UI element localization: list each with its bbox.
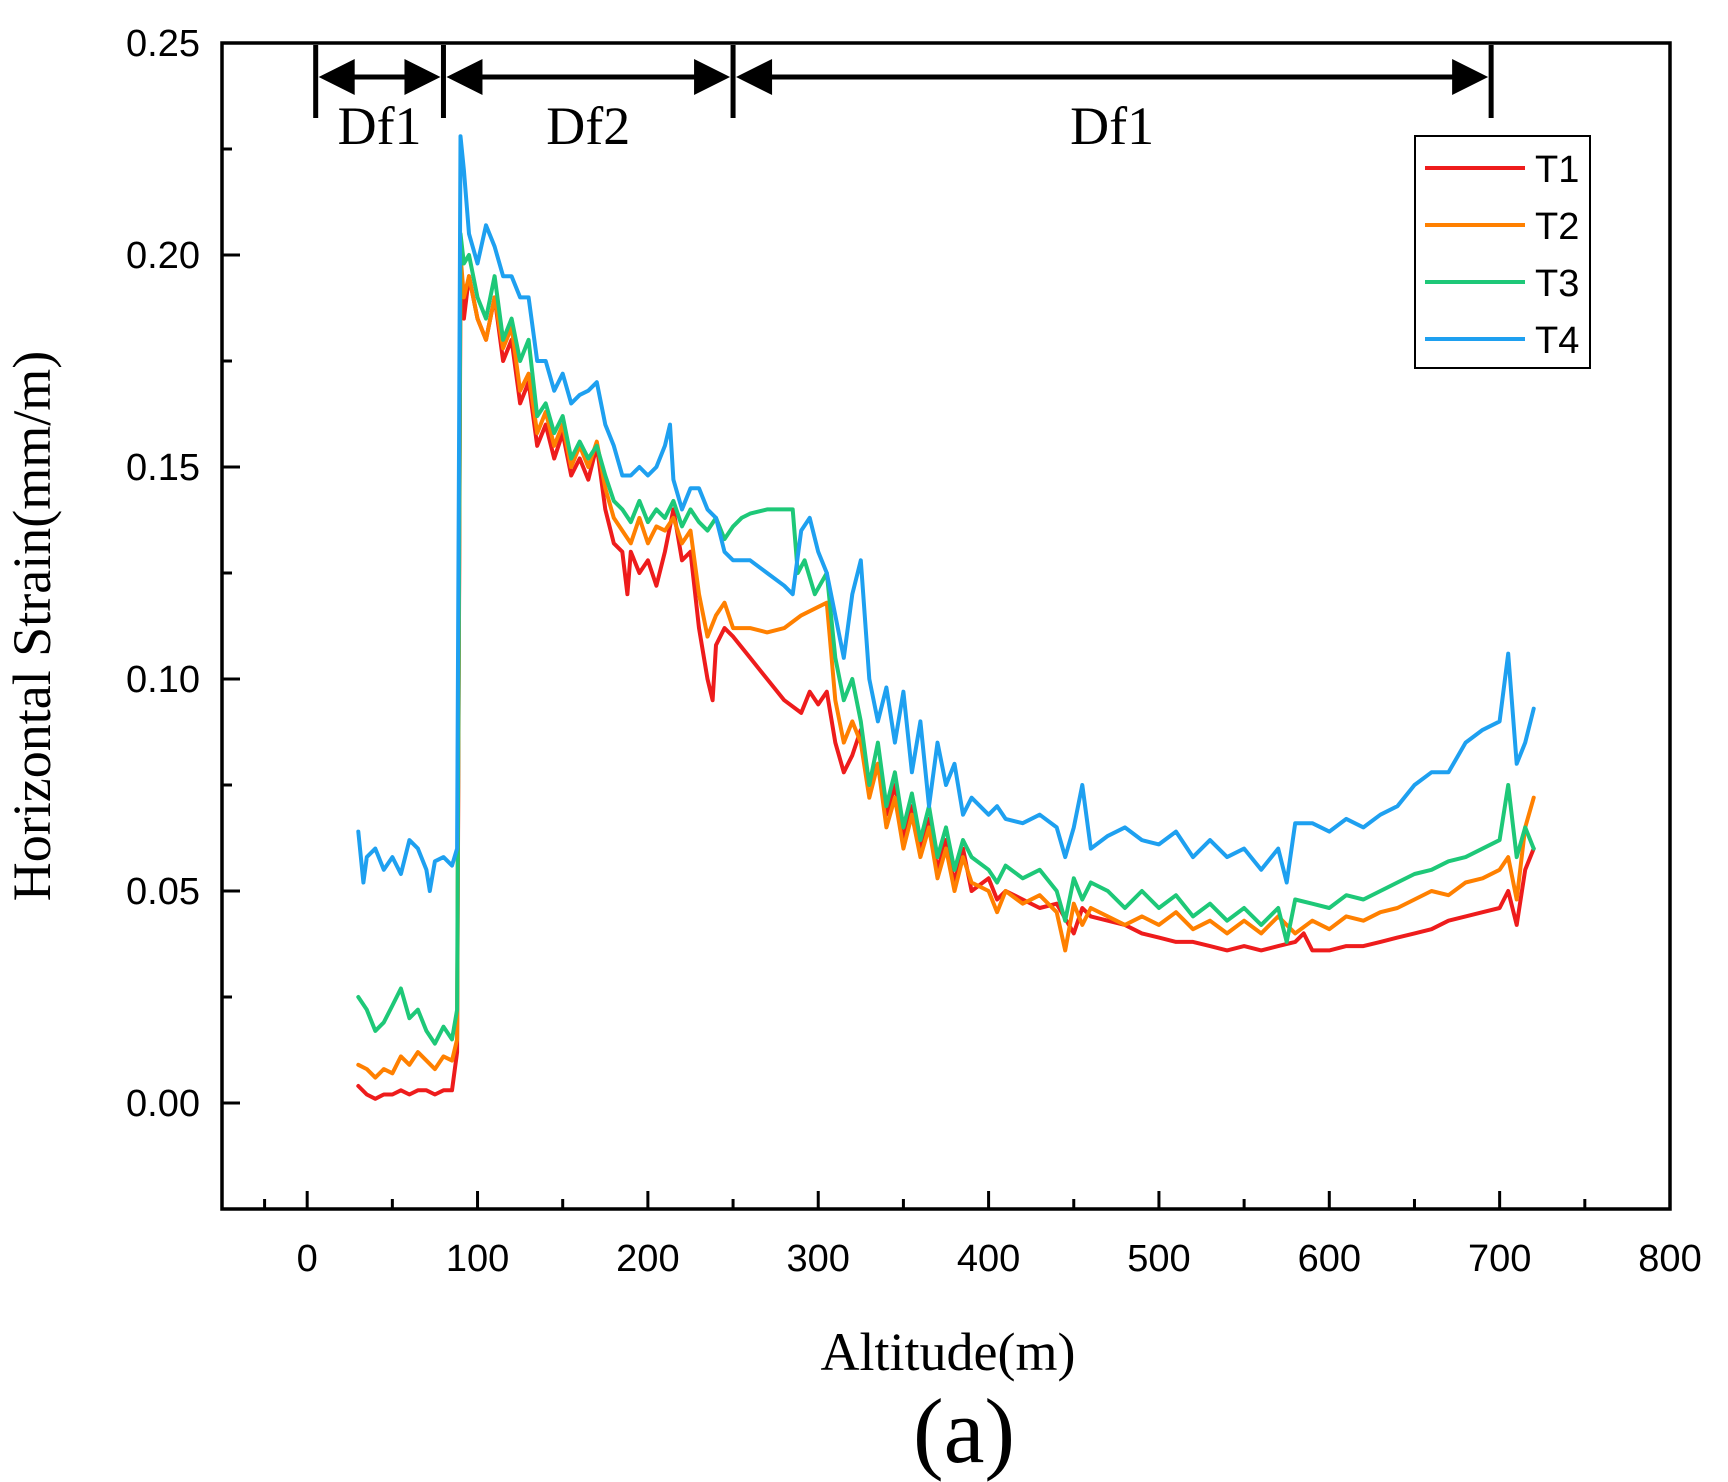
x-tick-label: 300	[787, 1238, 850, 1280]
x-tick-label: 800	[1638, 1238, 1701, 1280]
region-label: Df2	[546, 96, 630, 156]
y-tick-label: 0.15	[126, 447, 200, 489]
y-tick-label: 0.25	[126, 23, 200, 65]
y-tick-label: 0.10	[126, 659, 200, 701]
y-tick-label: 0.05	[126, 871, 200, 913]
legend-label-t1: T1	[1535, 149, 1579, 191]
legend-label-t2: T2	[1535, 206, 1579, 248]
region-arrowhead-left	[446, 59, 483, 95]
x-tick-label: 600	[1298, 1238, 1361, 1280]
series-line-t3	[356, 231, 1536, 1046]
x-tick-label: 200	[616, 1238, 679, 1280]
x-tick-label: 0	[297, 1238, 318, 1280]
region-label: Df1	[1070, 96, 1154, 156]
legend-label-t3: T3	[1535, 263, 1579, 305]
x-axis-title: Altitude(m)	[821, 1322, 1076, 1382]
panel-label: (a)	[913, 1380, 1015, 1482]
region-arrowhead-right	[1452, 59, 1489, 95]
legend-box	[1414, 135, 1591, 369]
region-arrowhead-left	[736, 59, 773, 95]
region-arrowhead-left	[318, 59, 355, 95]
ticks-layer: 0 100 200 300 400 500 600 700 800 0.00 0.05 0.10 0.1…	[126, 23, 1702, 1280]
legend: T1 T2 T3 T4	[1414, 135, 1591, 369]
y-axis-title: Horizontal Strain(mm/m)	[2, 351, 62, 901]
y-tick-label: 0.00	[126, 1083, 200, 1125]
region-label: Df1	[338, 96, 422, 156]
plot-frame	[220, 41, 1672, 1211]
series-layer	[356, 134, 1536, 1101]
region-arrowhead-right	[694, 59, 731, 95]
x-tick-label: 500	[1127, 1238, 1190, 1280]
x-tick-label: 100	[446, 1238, 509, 1280]
x-tick-label: 400	[957, 1238, 1020, 1280]
region-arrowhead-right	[404, 59, 441, 95]
region-annotations: Df1 Df2 Df1	[313, 45, 1494, 156]
y-tick-label: 0.20	[126, 235, 200, 277]
series-line-t2	[356, 253, 1536, 1080]
x-tick-label: 700	[1468, 1238, 1531, 1280]
series-line-t4	[356, 134, 1536, 893]
legend-label-t4: T4	[1535, 320, 1579, 362]
